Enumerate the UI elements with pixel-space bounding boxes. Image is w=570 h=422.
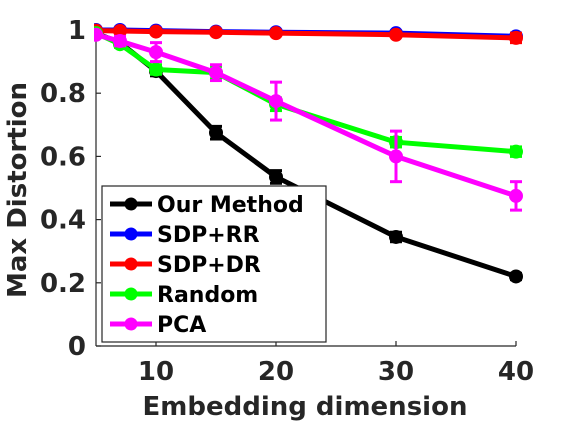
data-point — [389, 149, 403, 164]
data-point — [94, 27, 103, 42]
axes: 10 20 30 40 0 0.2 0.4 0.6 0.8 1 — [40, 16, 534, 387]
data-point — [269, 169, 283, 184]
data-point — [269, 94, 283, 109]
y-tick-label: 0 — [68, 332, 86, 362]
legend-label: SDP+DR — [157, 253, 261, 278]
data-point — [149, 24, 163, 39]
data-point — [509, 144, 523, 159]
y-tick-label: 0.8 — [40, 79, 86, 109]
legend-label: SDP+RR — [157, 223, 260, 248]
legend-swatch-marker — [124, 317, 138, 331]
data-point — [269, 26, 283, 41]
series-sdp-dr — [94, 23, 523, 45]
legend-item: Random — [110, 283, 258, 308]
data-point — [209, 65, 223, 80]
x-tick-label: 10 — [138, 357, 174, 387]
data-point — [389, 27, 403, 42]
series-pca — [94, 27, 523, 212]
legend-swatch-marker — [124, 227, 138, 241]
legend-item: PCA — [110, 313, 206, 338]
legend-label: Our Method — [157, 193, 304, 218]
data-point — [509, 188, 523, 203]
legend-item: SDP+RR — [110, 223, 260, 248]
legend-swatch-marker — [124, 197, 138, 211]
x-tick-label: 20 — [258, 357, 294, 387]
data-point — [209, 125, 223, 140]
y-tick-label: 0.4 — [40, 206, 86, 236]
legend-label: Random — [157, 283, 258, 308]
data-point — [209, 25, 223, 40]
y-tick-label: 0.6 — [40, 142, 86, 172]
x-axis-title: Embedding dimension — [143, 392, 468, 422]
data-point — [149, 62, 163, 77]
data-point — [149, 45, 163, 60]
data-point — [509, 30, 523, 45]
series-layer — [94, 23, 523, 284]
legend-item: SDP+DR — [110, 253, 261, 278]
y-tick-label: 0.2 — [40, 269, 86, 299]
y-tick-label: 1 — [68, 16, 86, 46]
x-tick-label: 30 — [378, 357, 414, 387]
data-point — [389, 229, 403, 244]
legend-label: PCA — [157, 313, 206, 338]
legend-swatch-marker — [124, 287, 138, 301]
legend: Our Method SDP+RR SDP+DR Random PCA — [101, 185, 327, 343]
y-axis-title: Max Distortion — [3, 82, 33, 298]
legend-swatch-marker — [124, 257, 138, 271]
data-point — [113, 34, 127, 49]
legend-item: Our Method — [110, 193, 304, 218]
data-point — [509, 269, 523, 284]
x-tick-label: 40 — [498, 357, 534, 387]
